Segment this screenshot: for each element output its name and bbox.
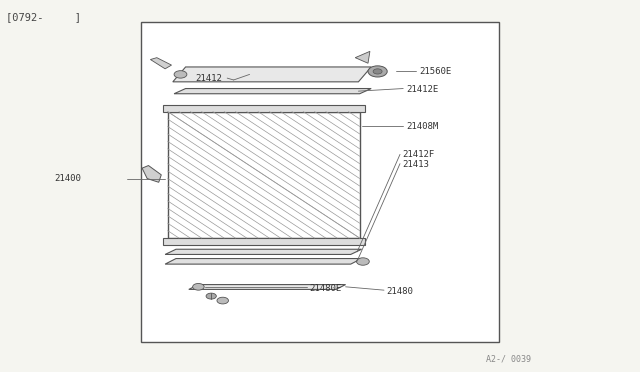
Polygon shape (165, 259, 362, 264)
Circle shape (174, 71, 187, 78)
Circle shape (193, 283, 204, 290)
Polygon shape (142, 166, 161, 182)
Polygon shape (173, 67, 371, 82)
Circle shape (356, 258, 369, 265)
Polygon shape (189, 285, 346, 289)
Text: 21480E: 21480E (309, 284, 341, 293)
Circle shape (368, 66, 387, 77)
Text: A2-/ 0039: A2-/ 0039 (486, 355, 531, 363)
Polygon shape (165, 249, 362, 254)
Circle shape (206, 293, 216, 299)
Circle shape (217, 297, 228, 304)
FancyBboxPatch shape (163, 105, 365, 112)
Polygon shape (174, 89, 371, 94)
Text: 21412: 21412 (195, 74, 222, 83)
Text: 21412F: 21412F (402, 150, 434, 159)
Polygon shape (355, 51, 370, 63)
Text: 21412E: 21412E (406, 85, 438, 94)
Text: 21408M: 21408M (406, 122, 438, 131)
FancyBboxPatch shape (163, 238, 365, 245)
Text: 21560E: 21560E (419, 67, 451, 76)
Text: 21413: 21413 (402, 160, 429, 169)
FancyBboxPatch shape (141, 22, 499, 342)
Text: 21400: 21400 (54, 174, 81, 183)
Circle shape (373, 69, 382, 74)
Text: 21480: 21480 (386, 287, 413, 296)
Text: [0792-     ]: [0792- ] (6, 12, 81, 22)
FancyBboxPatch shape (168, 112, 360, 238)
Polygon shape (150, 58, 172, 69)
